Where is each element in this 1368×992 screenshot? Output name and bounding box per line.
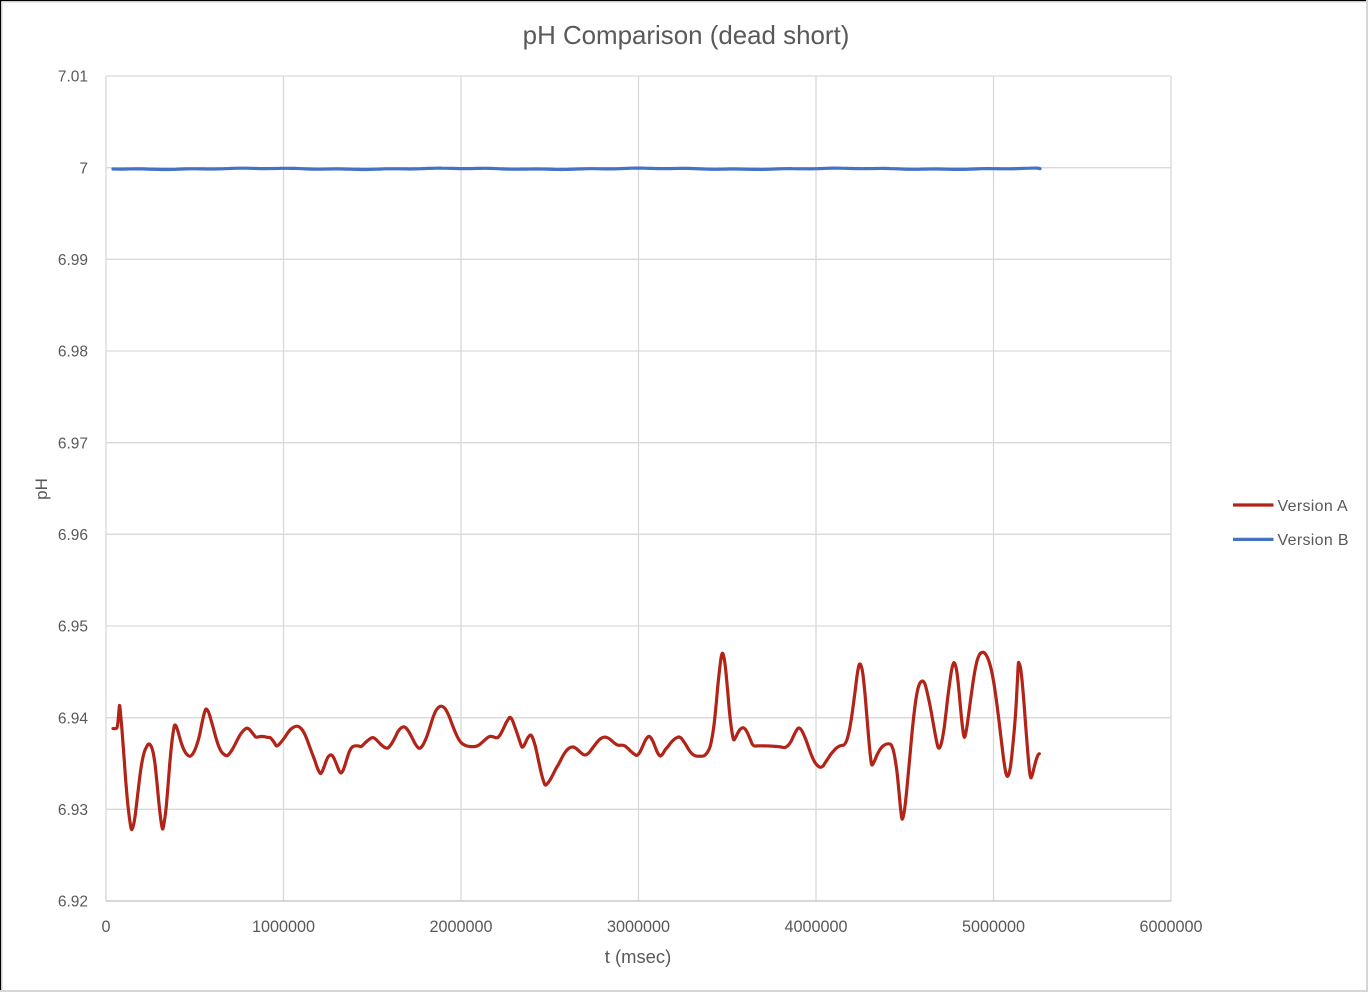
svg-text:6.98: 6.98 <box>58 344 88 361</box>
svg-text:Version B: Version B <box>1278 532 1349 549</box>
svg-text:6.93: 6.93 <box>58 802 88 819</box>
svg-text:6.95: 6.95 <box>58 619 88 636</box>
svg-text:6.94: 6.94 <box>58 710 89 727</box>
svg-text:2000000: 2000000 <box>429 918 492 936</box>
svg-text:6.97: 6.97 <box>58 435 88 452</box>
svg-text:pH Comparison (dead short): pH Comparison (dead short) <box>523 22 850 50</box>
svg-text:3000000: 3000000 <box>607 918 670 936</box>
svg-text:t (msec): t (msec) <box>605 946 671 967</box>
svg-text:4000000: 4000000 <box>784 918 847 936</box>
svg-text:1000000: 1000000 <box>252 918 315 936</box>
svg-text:6.96: 6.96 <box>58 527 88 544</box>
svg-text:Version A: Version A <box>1278 498 1348 515</box>
svg-text:0: 0 <box>101 918 110 936</box>
svg-text:pH: pH <box>32 478 51 500</box>
svg-text:6.92: 6.92 <box>58 894 88 911</box>
svg-text:7: 7 <box>79 160 88 177</box>
svg-text:7.01: 7.01 <box>58 69 88 86</box>
svg-text:6.99: 6.99 <box>58 252 88 269</box>
svg-text:5000000: 5000000 <box>962 918 1025 936</box>
svg-text:6000000: 6000000 <box>1139 918 1202 936</box>
